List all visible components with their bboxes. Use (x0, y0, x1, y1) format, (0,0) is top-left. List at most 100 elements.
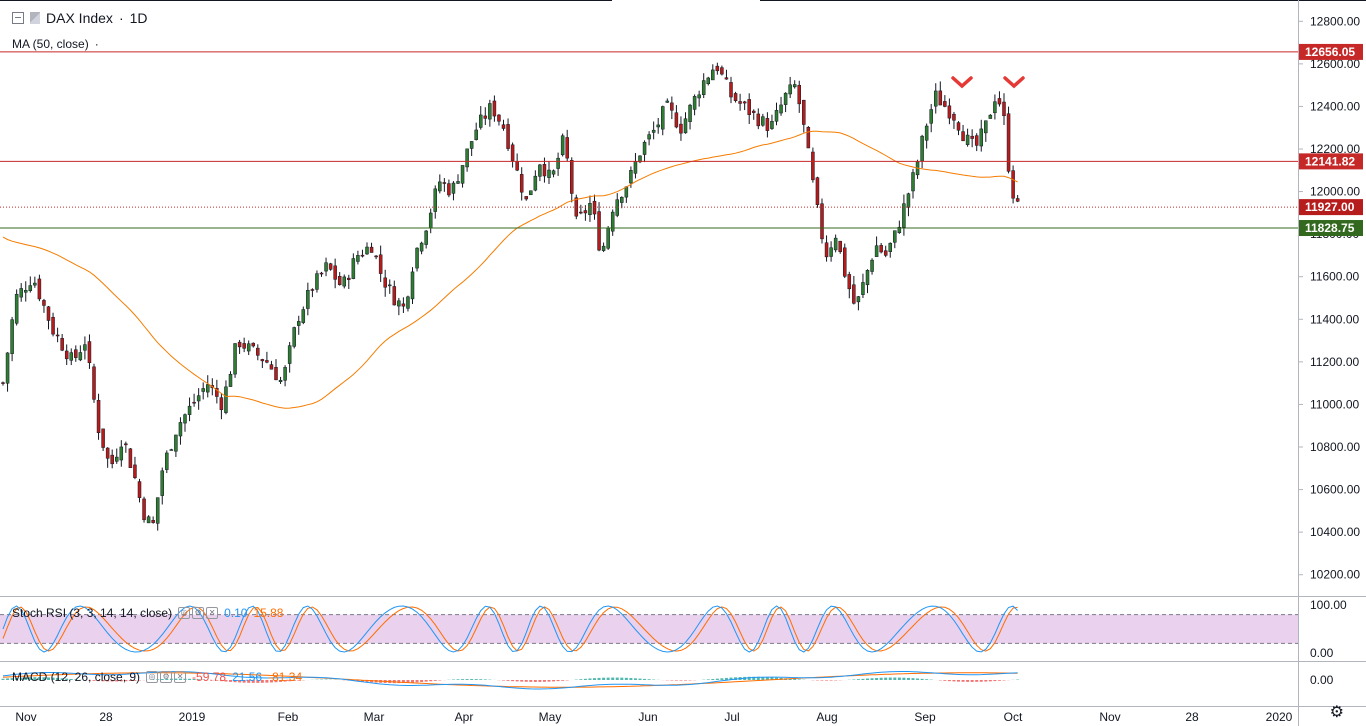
candle-body (792, 84, 797, 88)
candle-body (297, 321, 301, 326)
macd-hist-bar (647, 679, 651, 680)
macd-label: MACD (12, 26, close, 9) (12, 670, 141, 684)
macd-hist-bar (465, 679, 469, 680)
candle-body (524, 196, 528, 200)
macd-hist-bar (420, 680, 424, 682)
macd-hist-bar (579, 679, 583, 680)
candle-body (306, 289, 310, 309)
candle-body (160, 470, 164, 496)
indicator-buttons[interactable]: ◎ ⚙ ✕ (178, 607, 219, 619)
ma-legend[interactable]: MA (50, close) · (12, 37, 99, 51)
candle-body (483, 115, 488, 119)
macd-hist-bar (119, 680, 123, 682)
candle-body (410, 271, 415, 300)
macd-hist-bar (684, 680, 687, 681)
stoch-d-value: 15.88 (253, 606, 284, 620)
macd-hist-bar (615, 677, 619, 680)
macd-hist-bar (74, 679, 78, 680)
candle-body (337, 276, 342, 286)
price-label: 12656.05 (1305, 45, 1355, 59)
candle-body (706, 77, 710, 85)
close-icon[interactable]: ✕ (174, 671, 187, 683)
candle-body (733, 93, 738, 102)
macd-hist-bar (597, 677, 601, 680)
macd-hist-bar (556, 680, 560, 682)
macd-line-value: 21.56 (232, 670, 263, 684)
macd-hist-bar (552, 680, 556, 682)
price-label-box (1299, 153, 1363, 170)
candle-body (92, 366, 96, 400)
macd-hist-bar (406, 680, 410, 683)
candle-body (178, 422, 183, 437)
price-tick-label: 10400.00 (1310, 525, 1360, 539)
candle-body (815, 177, 820, 206)
candle-body (888, 242, 892, 252)
macd-hist-bar (643, 678, 647, 680)
macd-hist-bar (470, 679, 474, 680)
macd-hist-bar (520, 680, 524, 682)
candle-body (51, 316, 55, 335)
macd-hist-bar (474, 679, 478, 680)
time-axis-label: Feb (278, 710, 299, 724)
macd-hist-bar (825, 680, 829, 681)
candle-body (105, 447, 110, 459)
candle-body (601, 245, 606, 251)
candle-body (519, 174, 524, 193)
macd-hist-bar (979, 680, 983, 682)
gear-icon[interactable]: ⚙ (160, 671, 173, 683)
candle-body (401, 303, 406, 307)
settings-gear-icon[interactable]: ⚙ (1329, 704, 1344, 721)
candle-body (674, 112, 679, 128)
macd-hist-bar (756, 676, 760, 680)
candle-body (1002, 101, 1006, 117)
candle-body (269, 364, 274, 370)
price-label-box (1299, 43, 1363, 60)
macd-hist-bar (511, 680, 515, 682)
macd-hist-bar (401, 680, 405, 684)
candle-body (64, 350, 69, 360)
macd-hist-bar (10, 678, 14, 680)
macd-hist-bar (461, 679, 465, 680)
eye-icon[interactable]: ◎ (146, 671, 159, 683)
gear-icon[interactable]: ⚙ (192, 607, 205, 619)
macd-hist-bar (65, 678, 69, 680)
candle-body (911, 172, 915, 192)
price-tick-label: 10600.00 (1310, 483, 1360, 497)
candle-body (510, 144, 515, 161)
chevron-marker (1003, 76, 1025, 89)
price-tick-label: 11000.00 (1310, 397, 1359, 411)
macd-hist-bar (902, 677, 906, 680)
candle-body (115, 456, 119, 462)
candle-body (142, 498, 146, 521)
candle-body (479, 114, 483, 128)
candle-body (328, 263, 333, 270)
candle-body (897, 226, 902, 234)
candle-body (433, 188, 437, 212)
candle-body (415, 247, 419, 269)
candle-body (847, 274, 852, 290)
collapse-icon[interactable] (12, 12, 24, 24)
indicator-buttons[interactable]: ◎ ⚙ ✕ (146, 671, 187, 683)
macd-hist-bar (37, 677, 41, 680)
price-label: 11927.00 (1305, 200, 1355, 214)
eye-icon[interactable]: ◎ (178, 607, 191, 619)
close-icon[interactable]: ✕ (206, 607, 219, 619)
candle-body (993, 101, 997, 114)
macd-hist-bar (770, 677, 774, 680)
candle-body (865, 269, 870, 286)
macd-hist-bar (679, 680, 683, 681)
candle-body (843, 247, 847, 277)
candle-body (397, 300, 401, 307)
macd-hist-bar (24, 677, 28, 680)
stoch-rsi-legend[interactable]: Stoch RSI (3, 3, 14, 14, close) ◎ ⚙ ✕ 0.… (12, 606, 283, 620)
candle-body (265, 360, 269, 363)
candle-body (324, 262, 328, 272)
time-axis-label: Jun (638, 710, 657, 724)
candle-body (533, 175, 538, 191)
candle-body (970, 135, 974, 139)
candle-body (219, 397, 224, 410)
candle-body (883, 250, 888, 256)
macd-legend[interactable]: MACD (12, 26, close, 9) ◎ ⚙ ✕ -59.78 21.… (12, 670, 302, 684)
ma-line (2, 130, 1018, 409)
